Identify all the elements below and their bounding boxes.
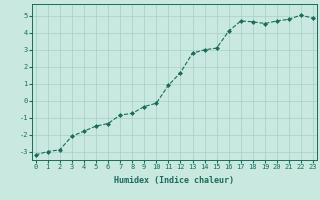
X-axis label: Humidex (Indice chaleur): Humidex (Indice chaleur): [115, 176, 234, 185]
